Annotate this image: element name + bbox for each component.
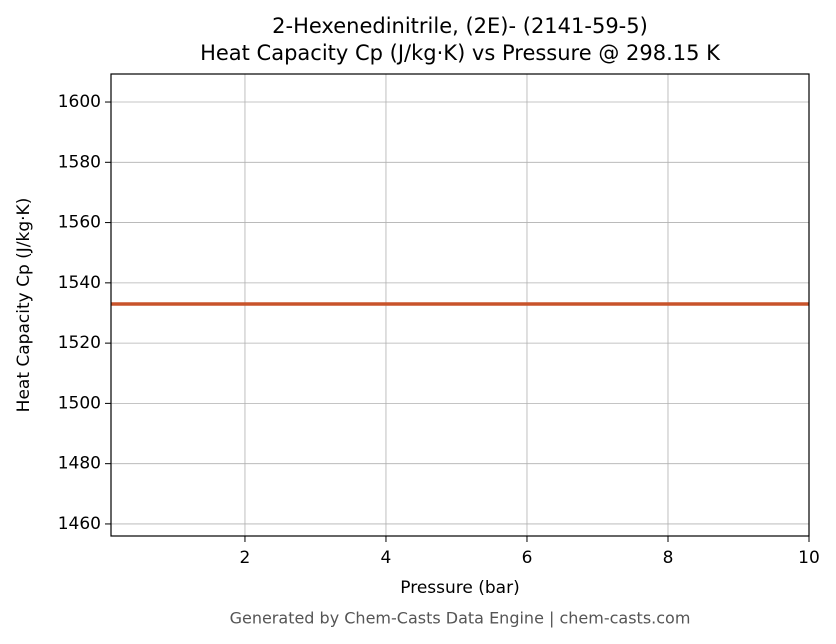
x-tick-label: 10: [798, 548, 820, 568]
x-axis-label: Pressure (bar): [400, 578, 519, 598]
chart-subtitle: Heat Capacity Cp (J/kg·K) vs Pressure @ …: [200, 41, 721, 65]
x-tick-label: 2: [240, 548, 251, 568]
y-tick-label: 1580: [58, 152, 101, 172]
y-tick-label: 1460: [58, 514, 101, 534]
x-tick-label: 6: [522, 548, 533, 568]
y-tick-label: 1560: [58, 213, 101, 233]
y-tick-label: 1600: [58, 92, 101, 112]
x-tick-label: 8: [663, 548, 674, 568]
y-axis-label: Heat Capacity Cp (J/kg·K): [14, 198, 34, 413]
plot-frame: [110, 73, 810, 537]
x-tick-label: 4: [381, 548, 392, 568]
y-tick-label: 1540: [58, 273, 101, 293]
y-tick-label: 1480: [58, 454, 101, 474]
footer: Generated by Chem-Casts Data Engine | ch…: [230, 609, 691, 628]
chart-title: 2-Hexenedinitrile, (2E)- (2141-59-5): [272, 14, 648, 38]
y-tick-label: 1520: [58, 333, 101, 353]
y-tick-label: 1500: [58, 393, 101, 413]
